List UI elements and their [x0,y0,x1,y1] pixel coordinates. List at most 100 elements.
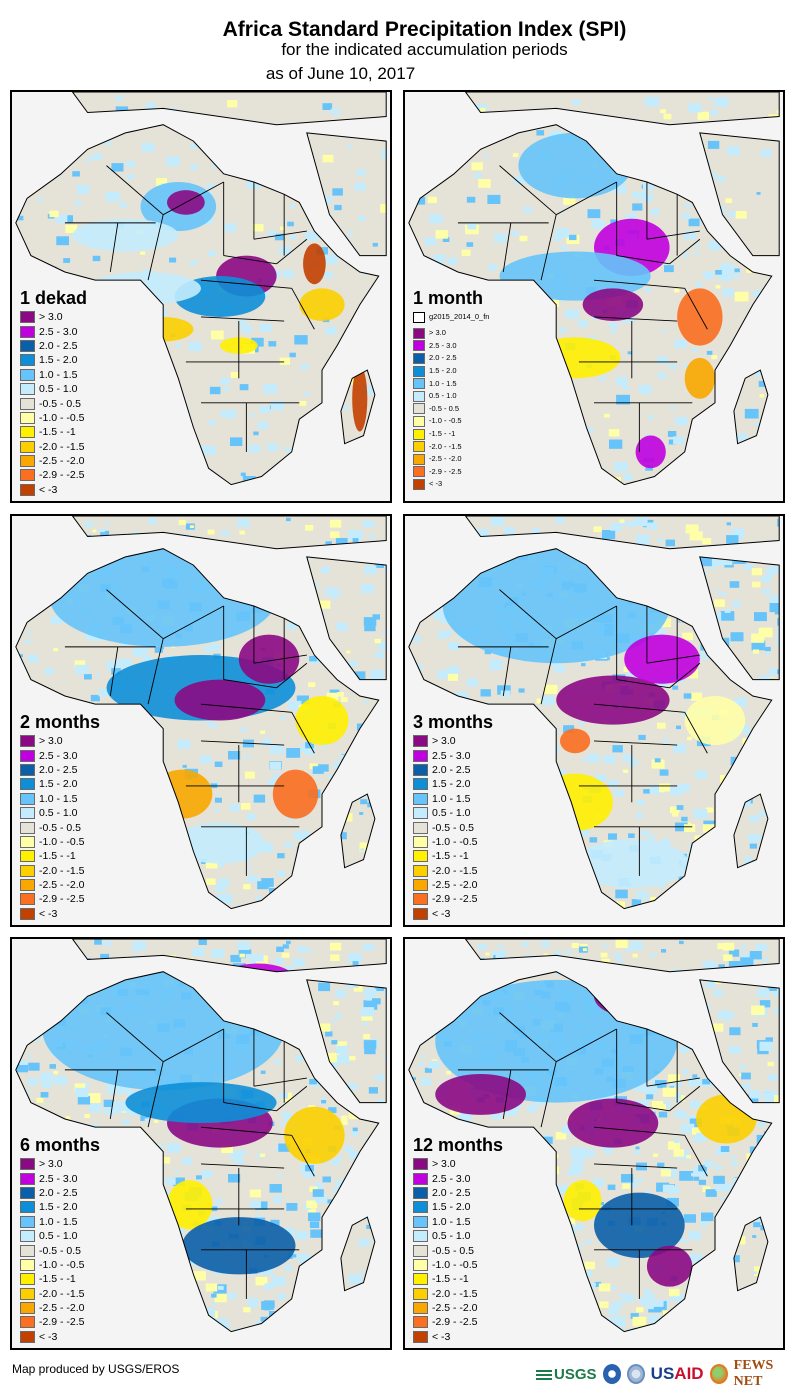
spi-speckle [755,943,766,951]
spi-speckle [505,329,510,333]
spi-speckle [27,654,39,663]
spi-speckle [211,949,224,958]
spi-speckle [725,889,733,895]
legend-label: 0.5 - 1.0 [39,383,78,396]
spi-speckle [775,872,780,878]
spi-speckle [514,308,519,312]
spi-speckle [623,666,631,672]
spi-speckle [193,1332,199,1336]
spi-speckle [544,684,558,694]
spi-speckle [608,993,614,998]
spi-speckle [292,1346,302,1348]
spi-speckle [565,950,571,955]
spi-speckle [309,656,317,662]
spi-speckle [16,604,23,609]
spi-speckle [532,388,543,396]
spi-speckle [419,1028,434,1038]
legend-swatch [413,807,428,820]
spi-speckle [77,1095,91,1105]
legend-swatch [413,893,428,906]
spi-speckle [514,820,523,827]
spi-speckle [502,713,509,718]
spi-speckle [124,1143,130,1148]
spi-speckle [543,830,557,840]
spi-speckle [408,692,415,698]
spi-speckle [714,599,725,607]
spi-speckle [672,685,679,690]
spi-speckle [239,953,245,958]
spi-speckle [131,782,142,791]
spi-speckle [713,453,724,461]
country-border [106,589,164,640]
legend-item: > 3.0 [413,327,489,340]
spi-speckle [379,969,387,978]
spi-zone [435,1073,526,1115]
spi-speckle [516,1161,525,1168]
legend-swatch [413,864,428,877]
spi-speckle [175,1302,186,1310]
spi-speckle [703,271,715,280]
spi-speckle [780,960,784,963]
spi-speckle [182,764,187,768]
spi-speckle [663,738,669,743]
spi-speckle [224,409,237,419]
spi-speckle [490,657,495,662]
spi-speckle [527,1331,537,1332]
europe-outline [71,516,387,550]
spi-speckle [726,535,739,544]
spi-speckle [713,1333,717,1336]
spi-speckle [132,941,146,951]
spi-speckle [500,718,509,724]
spi-speckle [643,1099,649,1104]
spi-speckle [526,307,531,311]
spi-speckle [534,860,541,865]
spi-speckle [523,1184,535,1193]
spi-speckle [89,1103,102,1113]
spi-speckle [337,892,345,898]
legend-swatch [413,1258,428,1271]
spi-speckle [448,589,455,593]
spi-speckle [764,1089,769,1093]
spi-speckle [362,520,373,528]
spi-speckle [202,969,215,978]
spi-speckle [638,1296,644,1301]
spi-speckle [104,972,114,979]
spi-zone [575,839,689,889]
spi-speckle [782,1080,783,1090]
spi-speckle [389,572,390,582]
legend-label: -1.5 - -1 [429,429,456,439]
legend-label: < -3 [429,479,443,489]
spi-speckle [201,1170,213,1178]
spi-speckle [687,997,699,1006]
country-border [200,316,285,322]
spi-speckle [169,1222,175,1227]
spi-speckle [414,1120,422,1126]
spi-speckle [381,1309,387,1316]
legend-swatch [413,1158,428,1171]
spi-speckle [65,1116,70,1120]
spi-speckle [672,812,679,817]
legend-swatch [20,455,35,468]
spi-speckle [729,581,740,588]
spi-speckle [236,152,242,156]
spi-speckle [432,989,443,997]
spi-speckle [270,1219,280,1227]
spi-speckle [368,1217,374,1221]
spi-speckle [140,251,146,255]
spi-speckle [245,555,254,562]
legend-swatch [413,1302,428,1315]
noaa-logo [602,1364,621,1384]
spi-speckle [507,1151,513,1155]
legend-label: -0.5 - 0.5 [432,821,475,834]
spi-speckle [623,474,633,481]
country-border [616,1102,670,1112]
spi-speckle [718,555,733,566]
legend-item: -2.9 - -2.5 [20,468,87,482]
spi-speckle [567,881,580,891]
spi-speckle [295,998,305,1005]
spi-speckle [43,555,50,560]
spi-speckle [383,631,387,636]
spi-speckle [689,1100,701,1109]
spi-speckle [766,329,778,338]
spi-speckle [767,566,779,574]
